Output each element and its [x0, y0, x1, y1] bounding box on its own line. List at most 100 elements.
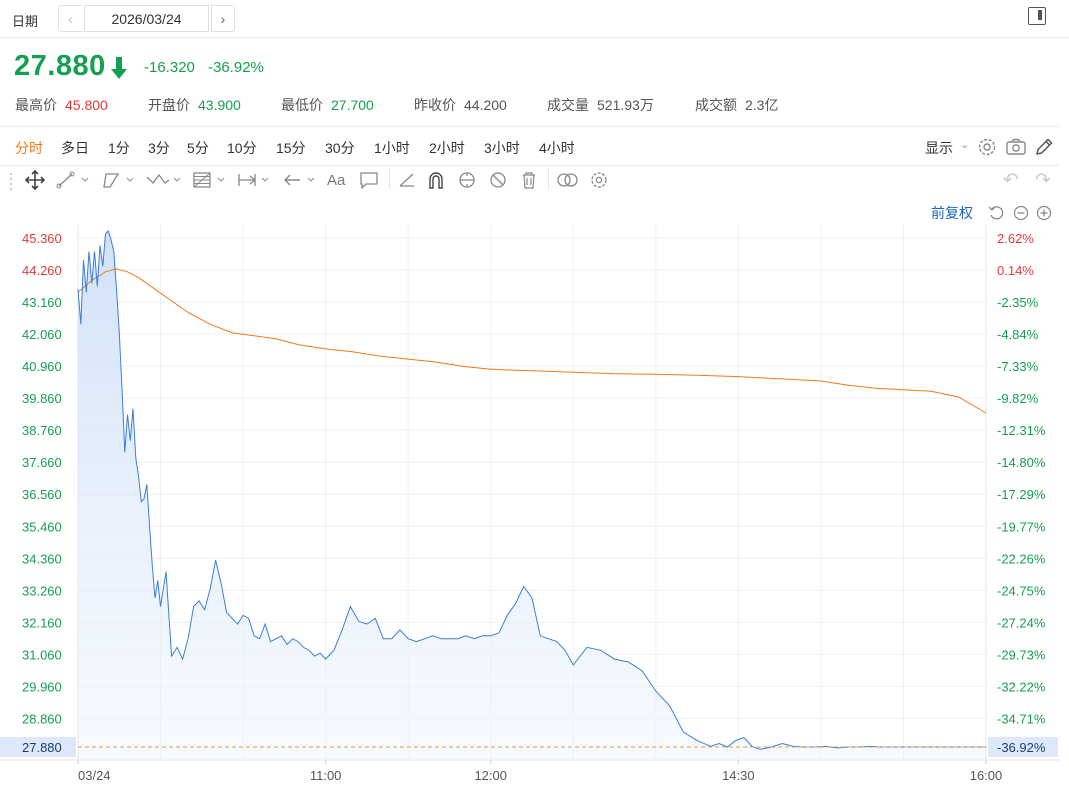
y-tick-label: 33.260 — [22, 583, 62, 598]
tab-3min[interactable]: 3分 — [148, 140, 170, 156]
price-adjust-dropdown[interactable]: 前复权 — [931, 205, 973, 221]
tab-1h[interactable]: 1小时 — [374, 140, 410, 156]
y-tick-label: 29.960 — [22, 679, 62, 694]
stat-label: 最高价 — [15, 97, 57, 113]
tab-2h[interactable]: 2小时 — [429, 140, 465, 156]
arrow-down-icon — [111, 57, 127, 79]
text-tool-icon[interactable]: Aa — [327, 171, 346, 189]
y-tick-label: 37.660 — [22, 455, 62, 470]
measure-tool-icon[interactable] — [236, 170, 274, 190]
tab-3h[interactable]: 3小时 — [484, 140, 520, 156]
price-line — [77, 230, 986, 750]
percent-tick-label: -22.26% — [997, 551, 1046, 566]
last-percent-tag — [988, 737, 1058, 757]
y-tick-label: 39.860 — [22, 391, 62, 406]
toolbar-divider — [389, 168, 390, 190]
stat-turnover: 成交额 2.3亿 — [695, 95, 778, 115]
y-tick-label: 27.880 — [22, 740, 62, 755]
x-tick-label: 11:00 — [310, 768, 342, 783]
percent-tick-label: 2.62% — [997, 231, 1034, 246]
x-axis-labels: 03/24 11:00 12:00 14:30 16:00 — [77, 760, 1003, 783]
stat-value: 45.800 — [65, 97, 108, 113]
fibonacci-tool-icon[interactable] — [191, 170, 229, 190]
percent-tick-label: -19.77% — [997, 519, 1046, 534]
stat-label: 成交量 — [547, 97, 589, 113]
tab-5min[interactable]: 5分 — [187, 140, 209, 156]
price-area-fill — [78, 231, 986, 760]
zoom-in-icon[interactable] — [1036, 205, 1052, 221]
percent-tick-label: -14.80% — [997, 455, 1046, 470]
panel-toggle-icon[interactable] — [1028, 7, 1046, 25]
percent-tick-label: -12.31% — [997, 423, 1046, 438]
ruler-tool-icon[interactable] — [396, 170, 418, 190]
delete-icon[interactable] — [518, 170, 540, 190]
y-tick-label: 36.560 — [22, 487, 62, 502]
move-crosshair-icon[interactable] — [24, 169, 46, 191]
x-tick-label: 14:30 — [722, 768, 755, 783]
x-tick-label: 03/24 — [78, 768, 111, 783]
undo-icon[interactable]: ↶ — [1003, 169, 1019, 191]
tab-multi-day[interactable]: 多日 — [61, 140, 89, 156]
chevron-down-icon[interactable]: ⌄ — [960, 139, 970, 151]
magnet-icon[interactable] — [425, 170, 447, 190]
arrow-tool-icon[interactable] — [282, 170, 320, 190]
date-input[interactable]: 2026/03/24 — [84, 5, 209, 32]
intraday-chart[interactable]: 45.360 44.260 43.160 42.060 40.960 39.860 38.7… — [0, 222, 1069, 794]
price-change-percent: -36.92% — [208, 59, 264, 76]
stat-high: 最高价 45.800 — [15, 95, 108, 115]
y-axis-labels: 45.360 44.260 43.160 42.060 40.960 39.860 38.7… — [0, 231, 76, 757]
redo-icon[interactable]: ↷ — [1035, 169, 1051, 191]
zoom-out-icon[interactable] — [1013, 205, 1029, 221]
percent-axis-labels: 2.62% 0.14% -2.35% -4.84% -7.33% -9.82% -12.31… — [988, 231, 1058, 757]
tab-1min[interactable]: 1分 — [108, 140, 130, 156]
hide-drawings-icon[interactable] — [487, 170, 509, 190]
reset-icon[interactable] — [988, 206, 1004, 220]
average-price-line — [77, 268, 987, 414]
stat-volume: 成交量 521.93万 — [547, 95, 654, 115]
price-change: -16.320 — [144, 59, 195, 76]
percent-tick-label: -7.33% — [997, 359, 1039, 374]
toolbar-divider — [548, 168, 549, 190]
toolbar-settings-icon[interactable] — [588, 170, 610, 190]
stat-value: 2.3亿 — [745, 97, 779, 113]
y-tick-label: 35.460 — [22, 519, 62, 534]
y-tick-label: 28.860 — [22, 711, 62, 726]
percent-tick-label: -34.71% — [997, 711, 1046, 726]
y-tick-label: 34.360 — [22, 551, 62, 566]
drag-handle-icon[interactable] — [8, 171, 14, 191]
stat-value: 44.200 — [464, 97, 507, 113]
y-tick-label: 31.060 — [22, 647, 62, 662]
camera-icon[interactable] — [1005, 136, 1027, 158]
date-prev-button[interactable]: ‹ — [58, 5, 82, 32]
tab-intraday[interactable]: 分时 — [15, 140, 43, 156]
date-next-button[interactable]: › — [211, 5, 235, 32]
tab-10min[interactable]: 10分 — [227, 140, 257, 156]
channel-tool-icon[interactable] — [101, 170, 137, 190]
tab-30min[interactable]: 30分 — [325, 140, 355, 156]
comment-tool-icon[interactable] — [358, 170, 380, 190]
y-tick-label: 45.360 — [22, 231, 62, 246]
lock-drawings-icon[interactable] — [456, 170, 478, 190]
show-dropdown[interactable]: 显示 — [925, 140, 953, 156]
settings-icon[interactable] — [976, 136, 998, 158]
tab-15min[interactable]: 15分 — [276, 140, 306, 156]
tab-4h[interactable]: 4小时 — [539, 140, 575, 156]
percent-tick-label: -2.35% — [997, 295, 1039, 310]
percent-tick-label: -9.82% — [997, 391, 1039, 406]
current-price: 27.880 — [14, 50, 106, 82]
x-tick-label: 12:00 — [474, 768, 507, 783]
percent-tick-label: -17.29% — [997, 487, 1046, 502]
stat-open: 开盘价 43.900 — [148, 95, 241, 115]
percent-tick-label: -29.73% — [997, 647, 1046, 662]
stat-value: 43.900 — [198, 97, 241, 113]
date-label: 日期 — [12, 14, 39, 29]
compare-icon[interactable] — [556, 170, 580, 190]
trend-line-tool-icon[interactable] — [56, 170, 92, 190]
stat-label: 开盘价 — [148, 97, 190, 113]
chart-controls — [988, 205, 1052, 221]
wave-tool-icon[interactable] — [144, 170, 184, 190]
last-price-tag — [0, 737, 76, 757]
pencil-icon[interactable] — [1033, 136, 1055, 158]
stat-low: 最低价 27.700 — [281, 95, 374, 115]
x-tick-label: 16:00 — [970, 768, 1003, 783]
